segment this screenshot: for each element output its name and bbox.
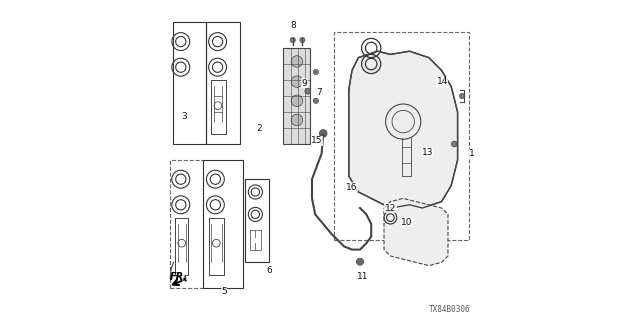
Circle shape	[291, 76, 303, 87]
Text: FR.: FR.	[170, 272, 188, 282]
Text: 12: 12	[385, 204, 396, 212]
Text: 15: 15	[311, 136, 323, 145]
Text: 2: 2	[257, 124, 262, 132]
Bar	[170, 160, 204, 288]
Circle shape	[291, 114, 303, 126]
Text: 14: 14	[436, 77, 448, 86]
Text: 3: 3	[181, 112, 187, 121]
Text: 16: 16	[346, 183, 358, 192]
Polygon shape	[349, 51, 458, 208]
Text: 5: 5	[221, 287, 227, 296]
Bar	[173, 22, 206, 144]
Bar	[245, 179, 269, 262]
Text: 4: 4	[181, 276, 187, 284]
Circle shape	[319, 130, 327, 137]
Circle shape	[305, 88, 311, 94]
Circle shape	[452, 141, 458, 147]
Text: 10: 10	[401, 218, 412, 227]
Text: 13: 13	[422, 148, 434, 156]
Circle shape	[314, 98, 319, 103]
Bar	[283, 48, 310, 144]
Bar	[206, 22, 240, 144]
Circle shape	[460, 93, 465, 99]
Circle shape	[290, 37, 295, 43]
Text: TX84B0306: TX84B0306	[429, 305, 470, 314]
Circle shape	[356, 258, 364, 265]
Polygon shape	[384, 198, 448, 266]
Text: 11: 11	[356, 272, 368, 281]
Circle shape	[300, 37, 305, 43]
Bar	[204, 160, 243, 288]
Circle shape	[291, 95, 303, 107]
Text: 1: 1	[469, 149, 475, 158]
Circle shape	[314, 69, 319, 75]
Circle shape	[291, 56, 303, 67]
Text: 6: 6	[266, 266, 271, 275]
Bar	[334, 32, 468, 240]
Text: 9: 9	[302, 79, 307, 88]
Text: 8: 8	[290, 21, 296, 30]
Text: 7: 7	[317, 88, 322, 97]
